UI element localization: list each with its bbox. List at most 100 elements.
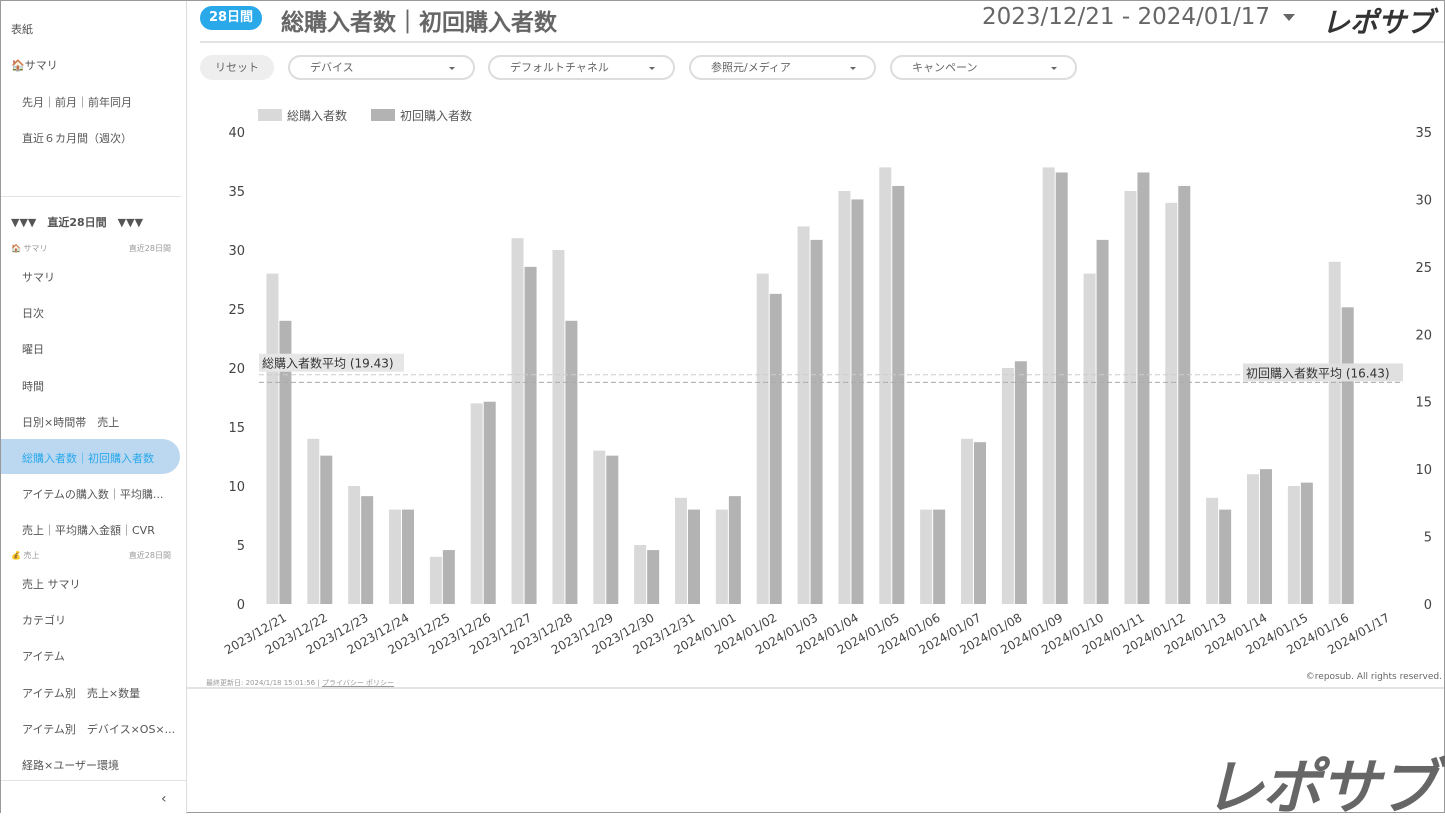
divider — [200, 41, 1444, 43]
bar-first — [1260, 469, 1272, 604]
bar-first — [1178, 185, 1191, 604]
sidebar-item[interactable]: 経路×ユーザー環境 — [22, 759, 119, 772]
avg-label-bg — [1243, 363, 1403, 382]
sidebar-item[interactable]: アイテム別 売上×数量 — [22, 686, 141, 700]
bar-total — [675, 497, 687, 604]
divider — [1, 780, 186, 781]
sidebar-item[interactable]: アイテム — [22, 650, 65, 664]
y-right-tick: 30 — [1415, 193, 1432, 208]
bar-first — [1096, 239, 1109, 604]
sidebar-item[interactable]: 総購入者数｜初回購入者数 — [22, 452, 154, 465]
sidebar: 表紙 🏠サマリ 先月｜前月｜前年同月 直近６カ月間（週次） ▼▼▼ 直近28日間… — [1, 1, 187, 814]
bar-first — [769, 293, 782, 604]
bar-first — [361, 496, 374, 604]
bar-first — [728, 496, 741, 604]
bar-total — [1287, 486, 1300, 604]
bar-total — [838, 191, 851, 604]
y-left-tick: 10 — [228, 480, 245, 495]
bar-total — [1206, 497, 1219, 604]
sidebar-item-six-months[interactable]: 直近６カ月間（週次） — [22, 132, 132, 145]
y-right-tick: 0 — [1424, 598, 1432, 613]
bar-total — [797, 226, 810, 604]
bar-first — [1300, 482, 1313, 604]
sidebar-item-month-compare[interactable]: 先月｜前月｜前年同月 — [22, 96, 132, 109]
y-left-tick: 0 — [237, 598, 245, 613]
filter-device[interactable]: デバイス — [288, 55, 475, 80]
y-left-tick: 5 — [237, 539, 245, 554]
sidebar-item[interactable]: 売上｜平均購入金額｜CVR — [22, 524, 155, 538]
y-left-tick: 30 — [228, 244, 245, 259]
date-range[interactable]: 2023/12/21 - 2024/01/17 — [982, 4, 1271, 30]
sidebar-item[interactable]: アイテム別 デバイス×OS×... — [22, 722, 176, 736]
avg-label-bg — [259, 353, 404, 372]
bar-first — [810, 239, 823, 604]
divider — [1, 196, 181, 197]
money-bag-icon: 💰 — [11, 551, 21, 560]
bar-chart: 0510152025303540051015202530352023/12/21… — [222, 108, 1432, 657]
bar-first — [1014, 361, 1027, 604]
y-right-tick: 5 — [1424, 531, 1432, 546]
sidebar-item[interactable]: カテゴリ — [22, 614, 66, 628]
sidebar-item-summary[interactable]: 🏠サマリ — [11, 59, 58, 72]
sidebar-item[interactable]: 日次 — [22, 307, 44, 321]
bar-total — [756, 273, 769, 604]
y-right-tick: 35 — [1415, 126, 1432, 141]
y-left-tick: 20 — [228, 362, 245, 377]
bar-first — [892, 185, 905, 604]
filter-campaign[interactable]: キャンペーン — [890, 55, 1077, 80]
y-right-tick: 25 — [1415, 261, 1432, 276]
bar-first — [442, 550, 455, 604]
avg-label-first: 初回購入者数平均 (16.43) — [1246, 365, 1390, 380]
y-right-tick: 10 — [1415, 463, 1432, 478]
y-left-tick: 15 — [228, 421, 245, 436]
y-left-tick: 40 — [228, 126, 245, 141]
bar-total — [1083, 273, 1096, 604]
bar-total — [593, 450, 606, 604]
date-dropdown-caret-icon[interactable] — [1283, 14, 1295, 21]
sidebar-item[interactable]: 曜日 — [22, 343, 44, 357]
sidebar-item[interactable]: サマリ — [22, 271, 55, 284]
y-right-tick: 20 — [1415, 328, 1432, 343]
filter-default-channel[interactable]: デフォルトチャネル — [488, 55, 675, 80]
logo: レポサブ — [1321, 6, 1434, 39]
bar-first — [279, 320, 292, 604]
bar-first — [1341, 307, 1354, 604]
page-title: 総購入者数｜初回購入者数 — [281, 10, 557, 36]
caret-down-icon — [850, 67, 856, 70]
main: 28日間 総購入者数｜初回購入者数 2023/12/21 - 2024/01/1… — [187, 1, 1444, 823]
bar-total — [879, 167, 892, 604]
divider — [187, 687, 1444, 689]
privacy-policy-link[interactable]: プライバシー ポリシー — [321, 679, 395, 687]
caret-down-icon — [649, 67, 655, 70]
caret-down-icon — [1051, 67, 1057, 70]
bar-total — [348, 486, 361, 604]
bar-total — [470, 403, 483, 604]
bar-total — [1001, 368, 1014, 604]
sidebar-item[interactable]: 日別×時間帯 売上 — [22, 415, 120, 429]
chevron-left-icon[interactable]: ‹ — [161, 791, 167, 807]
bar-total — [389, 509, 401, 604]
group-header-sales: 💰 売上 直近28日間 — [11, 551, 171, 560]
bar-first — [974, 442, 986, 604]
big-logo: レポサブ — [1204, 753, 1438, 823]
legend-label-total: 総購入者数 — [287, 108, 347, 123]
y-right-tick: 15 — [1415, 396, 1432, 411]
active-highlight — [1, 439, 180, 474]
bar-first — [565, 320, 578, 604]
bar-first — [933, 509, 946, 604]
bar-total — [266, 273, 279, 604]
sidebar-item[interactable]: 時間 — [22, 379, 44, 393]
sidebar-item[interactable]: アイテムの購入数｜平均購... — [22, 488, 164, 502]
section-title: ▼▼▼ 直近28日間 ▼▼▼ — [11, 216, 144, 229]
bar-first — [688, 509, 700, 604]
sidebar-item-cover[interactable]: 表紙 — [11, 23, 33, 36]
bar-first — [647, 550, 660, 604]
bar-total — [634, 545, 647, 604]
reset-button[interactable]: リセット — [200, 55, 274, 80]
legend-label-first: 初回購入者数 — [400, 108, 472, 123]
filter-source-medium[interactable]: 参照元/メディア — [689, 55, 876, 80]
house-icon: 🏠 — [11, 59, 25, 72]
bar-first — [851, 199, 864, 604]
sidebar-item[interactable]: 売上 サマリ — [22, 578, 81, 591]
avg-label-total: 総購入者数平均 (19.43) — [262, 356, 394, 371]
